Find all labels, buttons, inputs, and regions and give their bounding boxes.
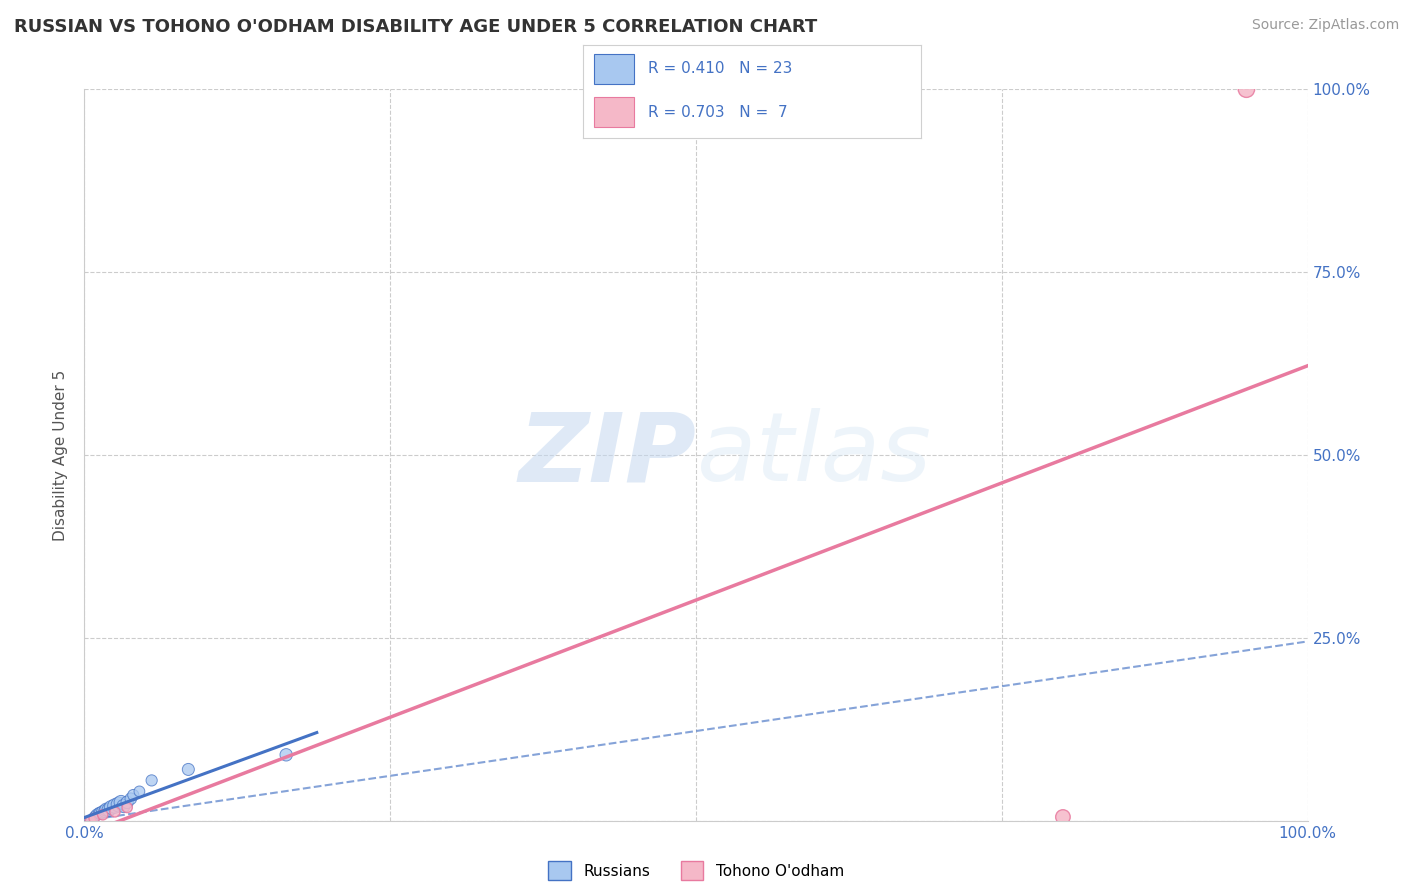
Point — [141, 773, 163, 788]
Legend: Russians, Tohono O'odham: Russians, Tohono O'odham — [541, 855, 851, 886]
Point — [80, 812, 103, 826]
Point — [104, 799, 127, 814]
Point — [91, 805, 114, 819]
Point — [83, 810, 105, 824]
Point — [83, 812, 105, 826]
Point — [91, 807, 114, 822]
Point — [89, 806, 111, 821]
Text: R = 0.410   N = 23: R = 0.410 N = 23 — [648, 62, 792, 77]
Text: R = 0.703   N =  7: R = 0.703 N = 7 — [648, 104, 787, 120]
Bar — [593, 54, 634, 84]
Point — [276, 747, 298, 762]
Point — [115, 796, 138, 810]
Point — [110, 796, 132, 810]
Text: atlas: atlas — [696, 409, 931, 501]
Point — [96, 803, 118, 817]
Point — [112, 799, 135, 814]
Point — [94, 804, 117, 818]
Point — [79, 814, 101, 828]
Point — [1236, 82, 1258, 96]
Text: ZIP: ZIP — [517, 409, 696, 501]
Point — [120, 791, 142, 805]
Point — [104, 805, 127, 819]
Point — [84, 809, 107, 823]
Point — [128, 784, 150, 798]
Point — [107, 797, 129, 812]
Text: Source: ZipAtlas.com: Source: ZipAtlas.com — [1251, 18, 1399, 32]
Point — [1052, 810, 1074, 824]
Point — [97, 803, 120, 817]
Point — [177, 763, 200, 777]
Point — [122, 788, 145, 802]
Point — [79, 814, 101, 828]
Y-axis label: Disability Age Under 5: Disability Age Under 5 — [53, 369, 69, 541]
Text: RUSSIAN VS TOHONO O'ODHAM DISABILITY AGE UNDER 5 CORRELATION CHART: RUSSIAN VS TOHONO O'ODHAM DISABILITY AGE… — [14, 18, 817, 36]
Point — [86, 807, 108, 822]
Point — [87, 806, 110, 821]
Bar — [593, 97, 634, 127]
Point — [115, 800, 138, 814]
Point — [100, 800, 122, 814]
